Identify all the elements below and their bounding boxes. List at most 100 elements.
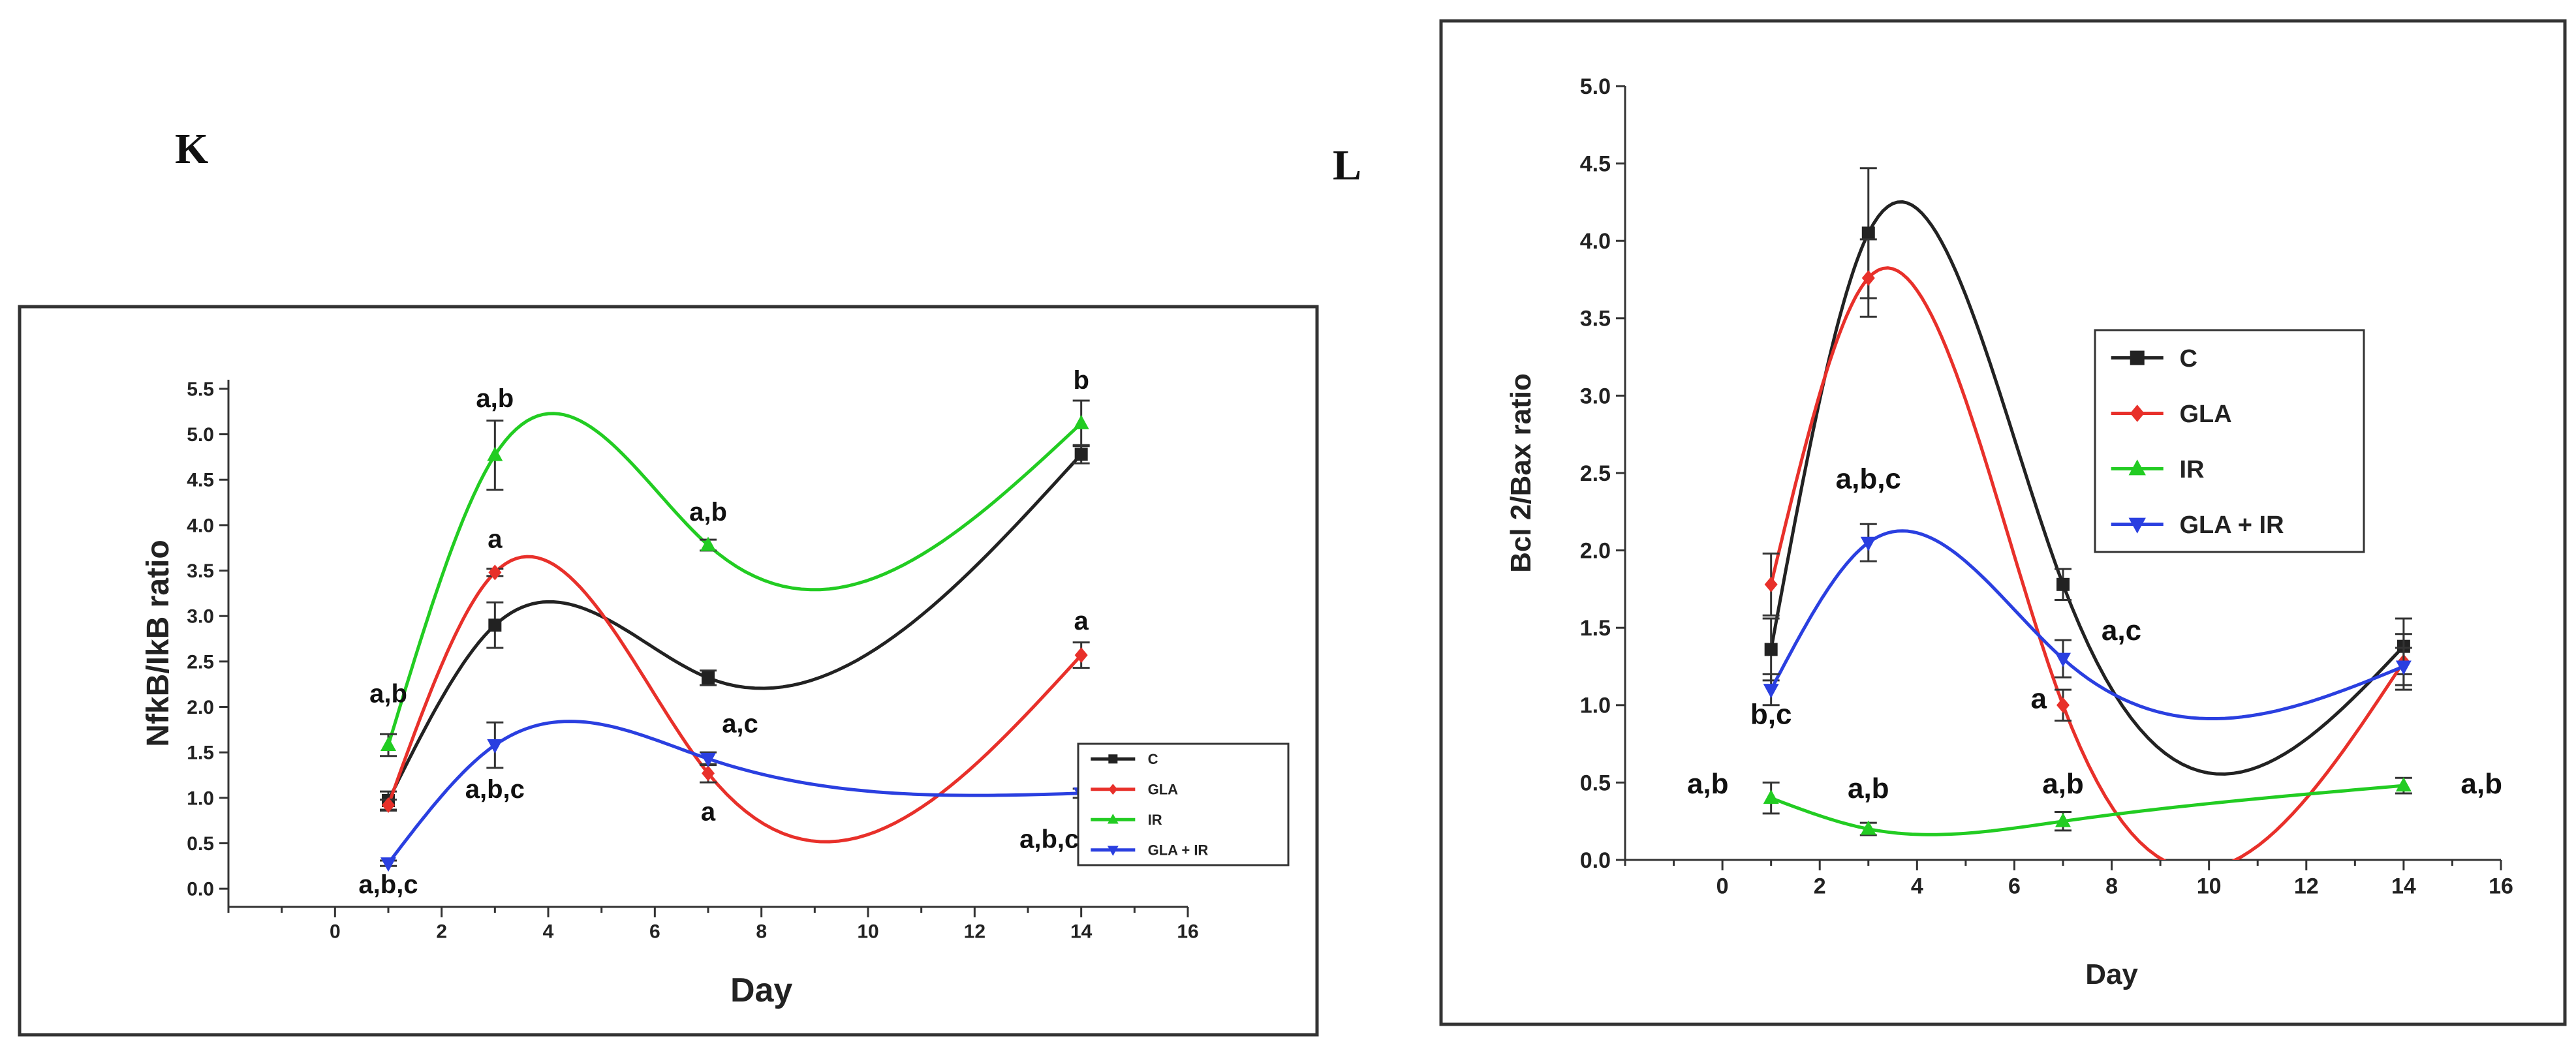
x-tick-label: 16 [1177,921,1198,943]
significance-label: a [701,798,716,827]
x-tick-label: 12 [964,921,985,943]
significance-label: a,c [722,710,758,739]
data-point-c [1074,448,1088,461]
legend-label: GLA + IR [1148,842,1209,859]
series-line-ir [1770,784,2404,836]
y-tick-label: 2.0 [187,697,214,718]
legend-swatch-marker [2130,350,2145,365]
data-point-gla [2056,697,2070,713]
y-tick-label: 2.5 [187,651,214,673]
data-point-gla-ir [2055,652,2071,667]
x-axis-title: Day [2085,958,2138,990]
data-point-ir [487,446,503,461]
data-point-gla [488,564,502,581]
significance-label: a,b [2042,768,2084,800]
legend-label: GLA [2179,401,2231,428]
legend-label: GLA + IR [2179,512,2284,539]
significance-label: a,c [2102,615,2141,647]
data-point-gla-ir [380,857,396,872]
series-c [1762,167,2412,776]
legend-label: GLA [1148,782,1179,798]
panel-label-k: K [175,125,208,173]
x-tick-label: 8 [2105,874,2118,899]
x-tick-label: 12 [2294,874,2319,899]
y-tick-label: 1.0 [1580,694,1611,718]
x-tick-label: 0 [330,921,341,943]
y-tick-label: 1.0 [187,787,214,809]
data-point-gla [382,797,395,813]
legend-label: C [2179,345,2197,373]
significance-label: a,b [476,384,514,413]
y-tick-label: 4.5 [1580,152,1611,177]
data-point-ir [1763,789,1779,804]
data-point-c [702,671,715,684]
panel-label-l: L [1333,142,1361,189]
x-tick-label: 14 [2391,874,2416,899]
significance-label: a,b [689,498,727,527]
data-point-gla-ir [1860,536,1876,551]
data-point-gla-ir [1763,684,1779,699]
significance-label: a,b [369,680,407,709]
data-point-ir [1073,414,1089,429]
x-tick-label: 6 [2008,874,2021,899]
y-tick-label: 0.0 [1580,848,1611,873]
x-tick-label: 0 [1716,874,1729,899]
legend-swatch-marker [1107,814,1119,824]
y-tick-label: 2.0 [1580,539,1611,564]
y-tick-label: 5.0 [187,424,214,446]
legend-box [2094,329,2365,553]
legend-swatch-marker [2128,459,2146,476]
legend-label: IR [1148,812,1162,828]
y-tick-label: 2.5 [1580,461,1611,486]
y-tick-label: 0.0 [187,879,214,900]
x-tick-label: 10 [857,921,878,943]
series-ir [380,399,1090,757]
data-point-ir [1860,820,1876,835]
data-point-ir [380,737,396,752]
x-tick-label: 4 [543,921,554,943]
data-point-gla [1074,647,1088,664]
x-tick-label: 2 [436,921,447,943]
data-point-ir [2395,777,2412,792]
legend-swatch-marker [2130,405,2145,422]
y-tick-label: 0.5 [1580,771,1611,795]
data-point-gla [702,765,715,782]
legend-box [1077,742,1290,866]
y-tick-label: 4.0 [187,515,214,536]
x-tick-label: 2 [1814,874,1826,899]
significance-label: a,b [2460,768,2502,800]
legend-swatch-marker [1107,846,1119,856]
series-line-gla [386,555,1083,844]
y-axis-title: NfkB/IkB ratio [141,540,176,746]
x-tick-label: 10 [2197,874,2222,899]
significance-label: b [1073,366,1089,395]
significance-label: a,b,c [1019,825,1079,853]
legend-swatch-marker [2128,517,2146,534]
significance-label: b,c [1750,698,1792,730]
x-axis-title: Day [730,971,792,1009]
data-point-c [488,619,502,632]
data-point-c [2056,577,2070,591]
significance-label: a,b,c [1836,463,1901,495]
series-gla-ir [1762,523,2412,720]
data-point-gla [1861,270,1875,286]
legend-swatch-marker [1108,784,1118,795]
series-line-ir [386,412,1083,746]
x-tick-label: 16 [2489,874,2513,899]
significance-label: a,b,c [465,775,525,804]
legend: C GLA IR GLA + IR [1077,742,1290,866]
legend-swatch-marker [1108,754,1118,764]
series-line-gla-ir [387,720,1081,864]
series-line-c [386,453,1083,802]
legend: C GLA IR GLA + IR [2094,329,2365,553]
significance-label: a,b,c [358,870,418,899]
data-point-gla-ir [2395,660,2412,675]
data-point-ir [700,536,716,551]
series-line-c [1769,200,2405,776]
y-tick-label: 3.5 [187,560,214,582]
significance-label: a,b [1848,772,1889,804]
y-tick-label: 3.5 [1580,307,1611,331]
y-tick-label: 5.0 [1580,74,1611,99]
series-ir [1762,776,2412,836]
